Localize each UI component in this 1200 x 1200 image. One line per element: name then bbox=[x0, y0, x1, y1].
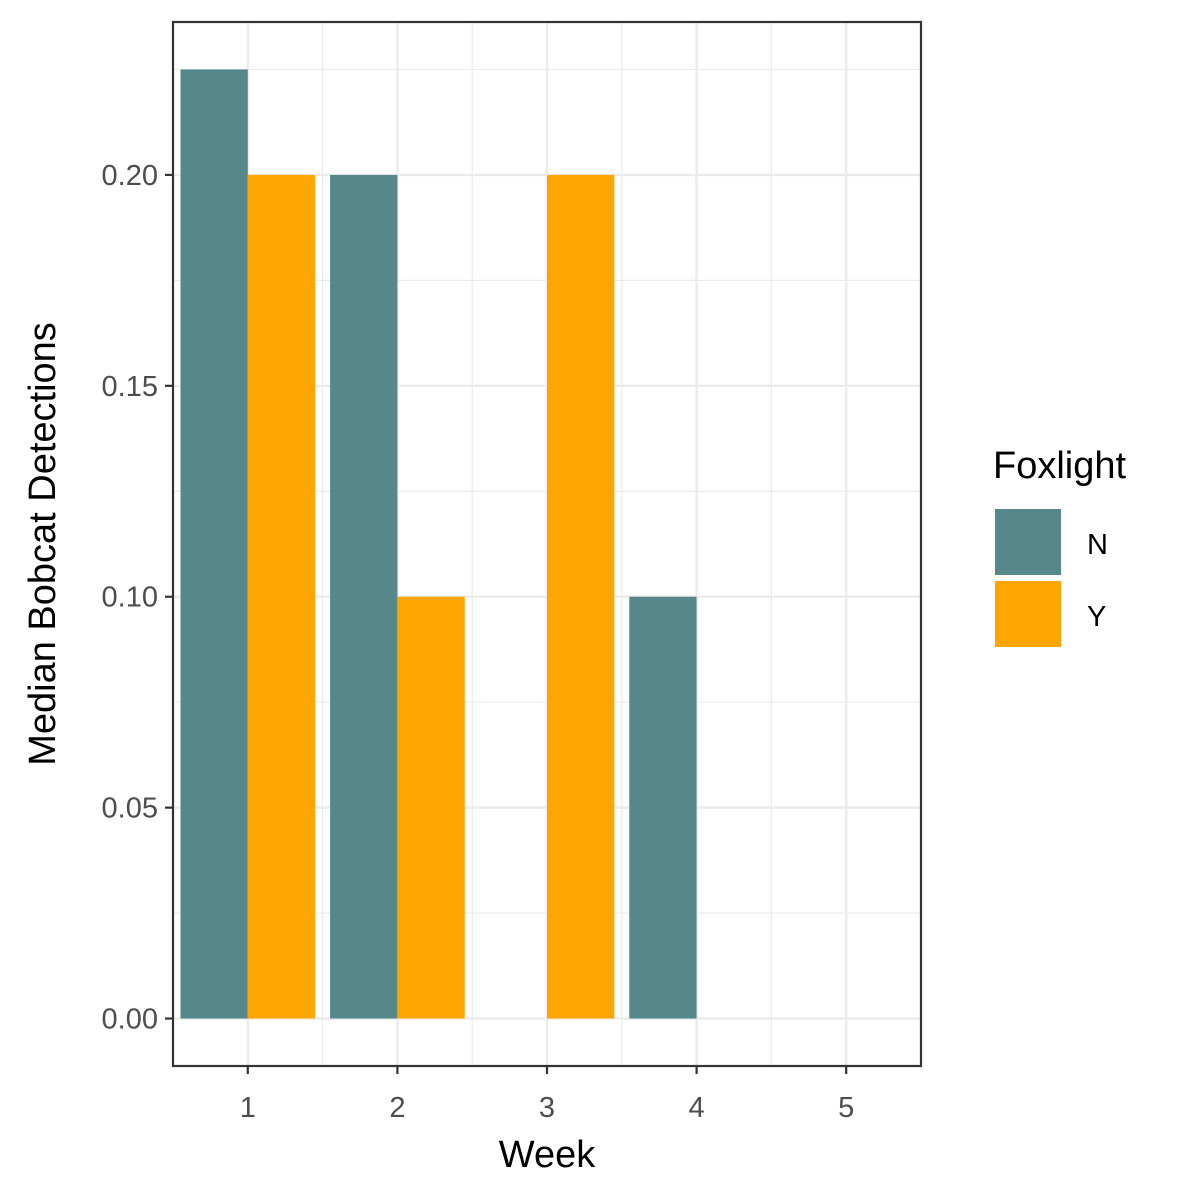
legend-label-Y: Y bbox=[1087, 601, 1106, 633]
bar-week-2-Y bbox=[397, 596, 465, 1019]
bars bbox=[180, 69, 697, 1019]
y-tick-label: 0.05 bbox=[102, 793, 158, 825]
y-axis-title: Median Bobcat Detections bbox=[22, 322, 64, 766]
bar-week-3-Y bbox=[547, 174, 615, 1019]
x-tick-label: 1 bbox=[240, 1092, 256, 1124]
legend-title: Foxlight bbox=[993, 445, 1126, 487]
x-axis: 1 2 3 4 5 bbox=[240, 1066, 854, 1124]
y-tick-label: 0.20 bbox=[102, 160, 158, 192]
y-tick-label: 0.00 bbox=[102, 1004, 158, 1036]
legend: Foxlight N Y bbox=[993, 445, 1126, 647]
legend-label-N: N bbox=[1087, 529, 1108, 561]
x-tick-label: 3 bbox=[539, 1092, 555, 1124]
bar-week-4-N bbox=[629, 596, 697, 1019]
y-axis: 0.00 0.05 0.10 0.15 0.20 bbox=[102, 160, 173, 1036]
x-tick-label: 5 bbox=[838, 1092, 854, 1124]
legend-key-Y bbox=[995, 581, 1061, 647]
bar-week-2-N bbox=[330, 174, 398, 1019]
y-tick-label: 0.15 bbox=[102, 371, 158, 403]
bar-week-1-Y bbox=[247, 174, 316, 1019]
x-tick-label: 2 bbox=[389, 1092, 405, 1124]
legend-key-N bbox=[995, 509, 1061, 575]
x-axis-title: Week bbox=[499, 1134, 596, 1176]
bar-week-1-N bbox=[180, 69, 248, 1019]
x-tick-label: 4 bbox=[689, 1092, 705, 1124]
y-tick-label: 0.10 bbox=[102, 582, 158, 614]
